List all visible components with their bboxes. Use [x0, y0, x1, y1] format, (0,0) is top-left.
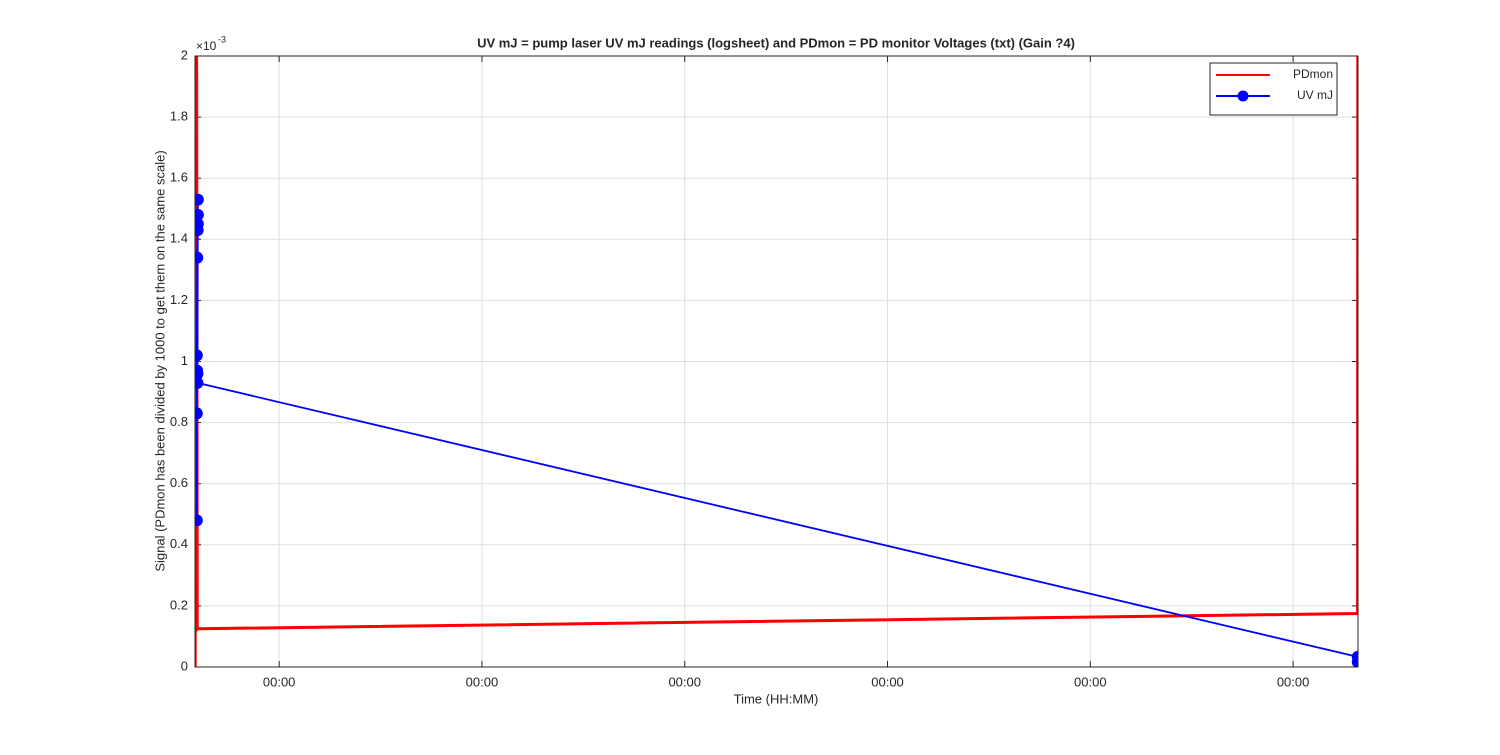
x-tick-label: 00:00: [871, 674, 904, 689]
y-tick-label: 1.4: [170, 231, 188, 246]
legend-label: UV mJ: [1297, 88, 1333, 102]
data-point: [195, 376, 204, 389]
y-tick-label: 2: [181, 47, 188, 62]
data-point: [195, 349, 203, 362]
data-point: [195, 407, 203, 420]
y-exponent-power: -3: [218, 34, 226, 44]
chart-title: UV mJ = pump laser UV mJ readings (logsh…: [477, 35, 1075, 50]
y-tick-label: 0.2: [170, 597, 188, 612]
data-point: [195, 251, 204, 264]
y-tick-label: 0.6: [170, 475, 188, 490]
y-tick-label: 0.4: [170, 536, 188, 551]
y-tick-label: 0.8: [170, 414, 188, 429]
data-point: [195, 208, 204, 221]
y-tick-label: 1.6: [170, 170, 188, 185]
data-point: [195, 514, 203, 527]
x-tick-label: 00:00: [1277, 674, 1310, 689]
y-tick-label: 1.8: [170, 109, 188, 124]
legend-marker: [1237, 90, 1249, 102]
x-tick-label: 00:00: [668, 674, 701, 689]
axes-box: [194, 55, 1359, 668]
data-point: [195, 193, 204, 206]
y-tick-label: 0: [181, 658, 188, 673]
x-tick-label: 00:00: [1074, 674, 1107, 689]
x-axis-label: Time (HH:MM): [734, 691, 819, 706]
x-tick-label: 00:00: [263, 674, 296, 689]
legend: PDmon UV mJ: [1209, 62, 1338, 116]
legend-box: [1209, 62, 1338, 116]
legend-label: PDmon: [1293, 67, 1333, 81]
y-tick-label: 1: [181, 353, 188, 368]
y-axis-label: Signal (PDmon has been divided by 1000 t…: [152, 150, 167, 571]
y-tick-label: 1.2: [170, 292, 188, 307]
x-tick-label: 00:00: [466, 674, 499, 689]
y-exponent-base: ×10: [196, 39, 217, 53]
